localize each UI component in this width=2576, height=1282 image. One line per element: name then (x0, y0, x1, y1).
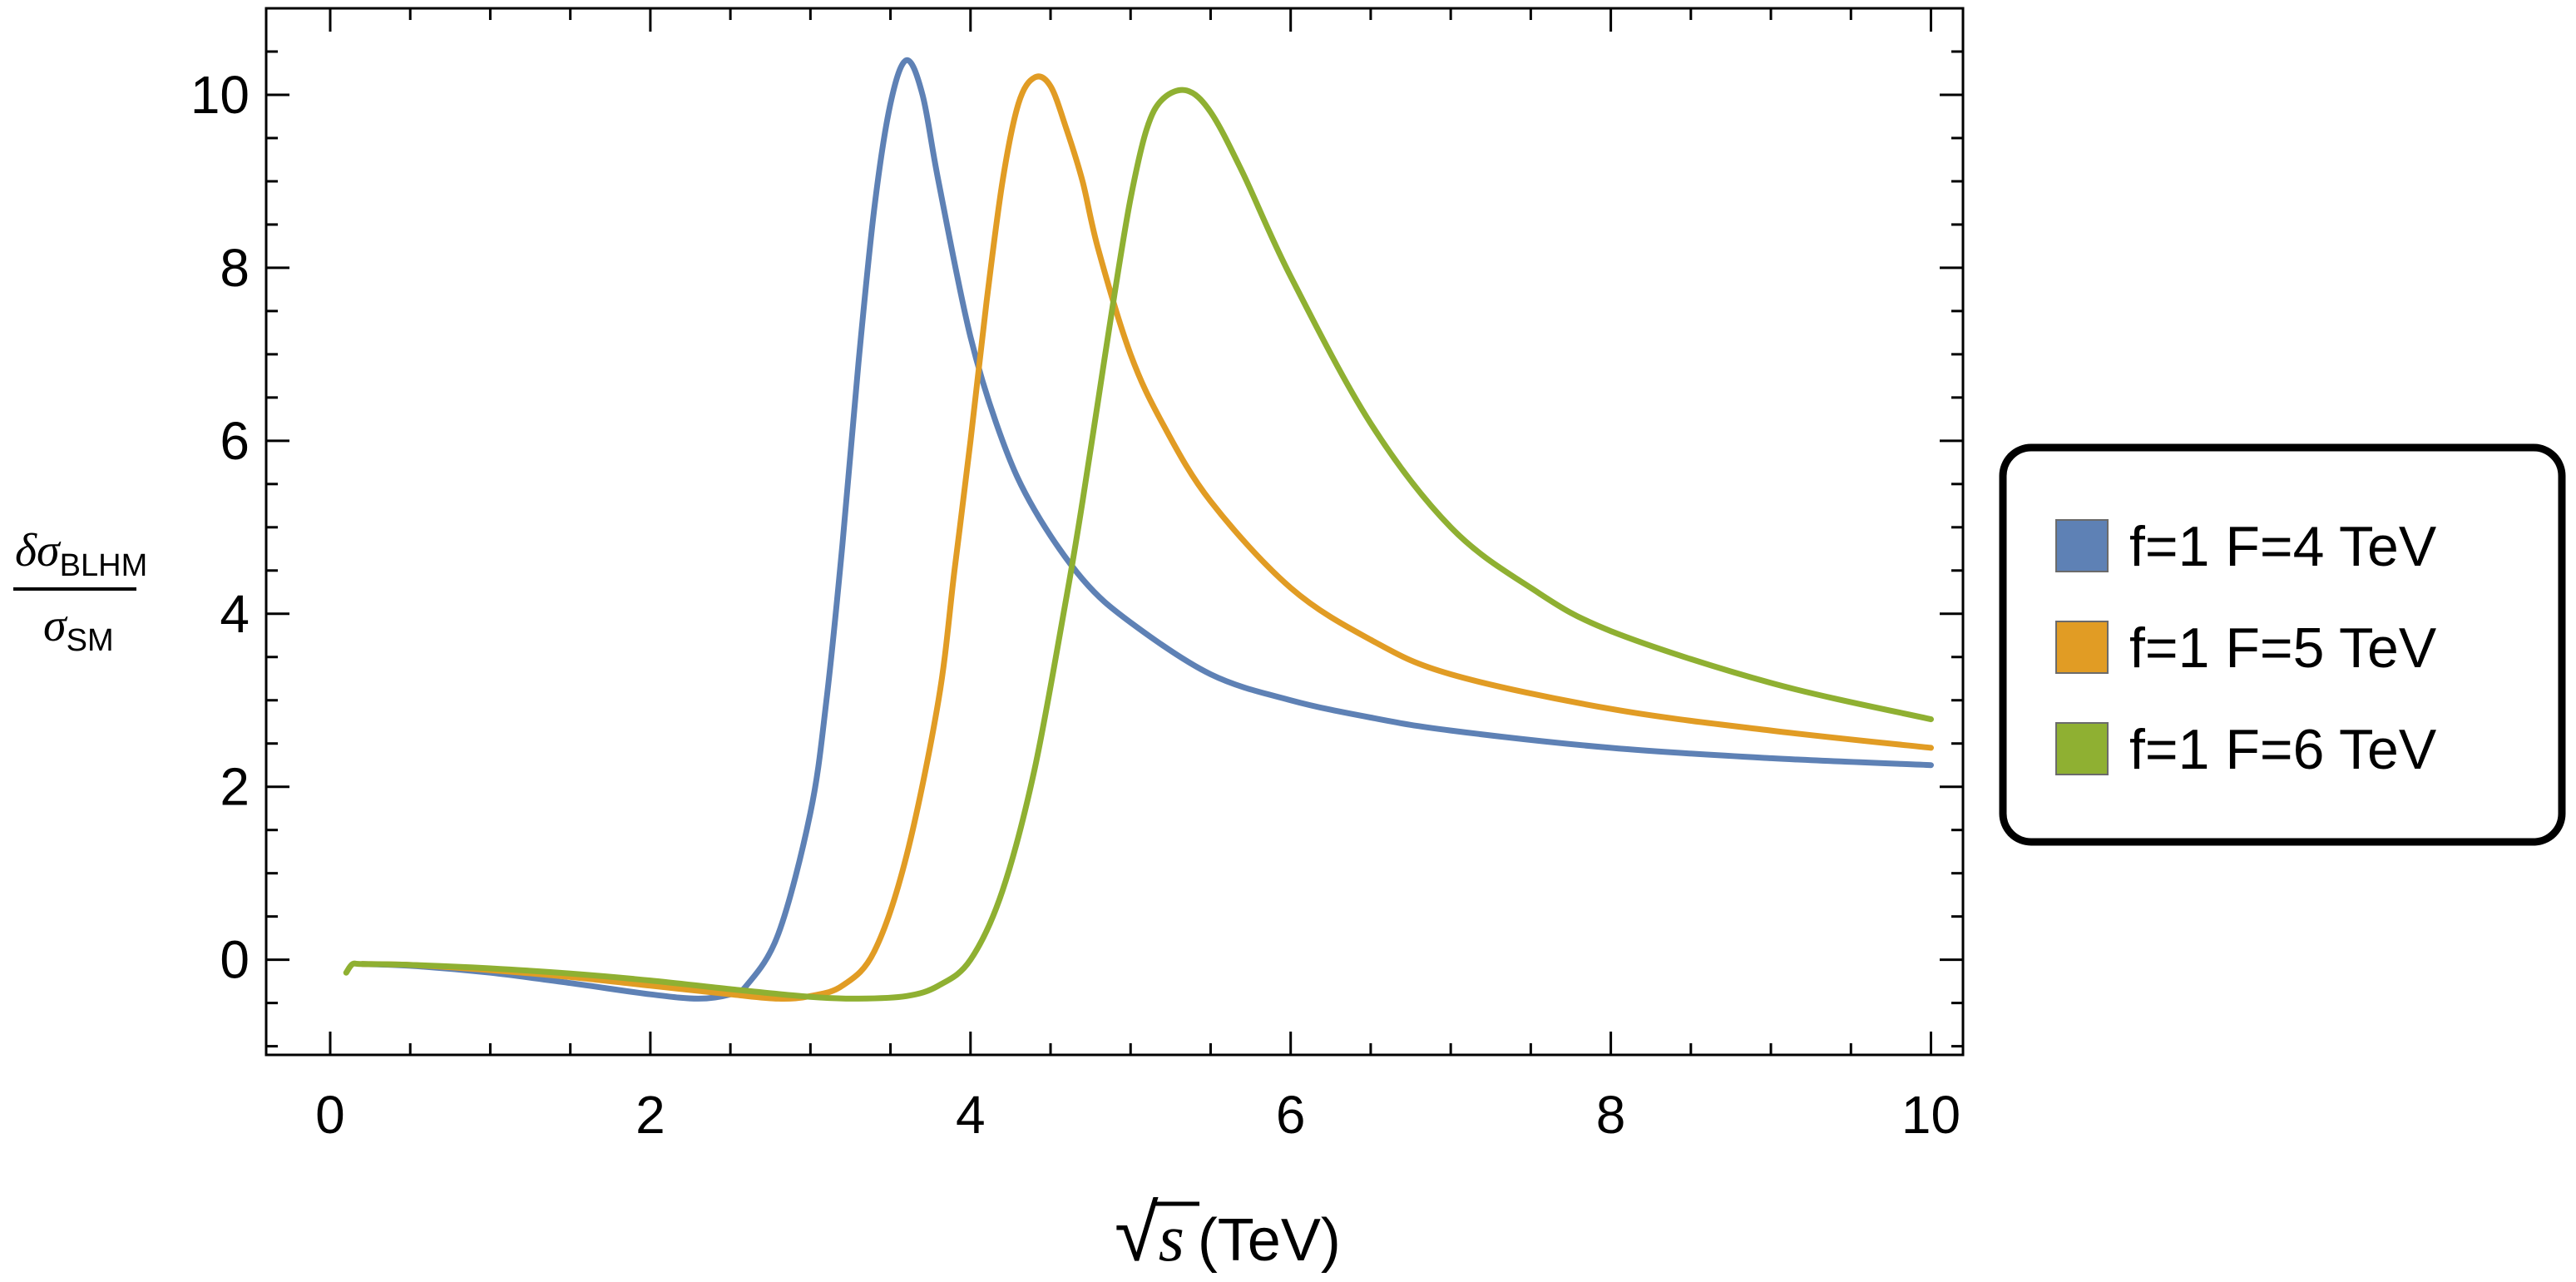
x-tick-label: 4 (956, 1085, 986, 1145)
x-tick-label: 2 (635, 1085, 665, 1145)
legend: f=1 F=4 TeV f=1 F=5 TeV f=1 F=6 TeV (1999, 443, 2566, 846)
x-tick-label: 0 (315, 1085, 345, 1145)
y-tick-label: 6 (220, 411, 250, 471)
x-tick-label: 8 (1596, 1085, 1626, 1145)
legend-swatch-2 (2055, 621, 2109, 674)
legend-swatch-3 (2055, 722, 2109, 775)
x-label-variable: s (1159, 1202, 1184, 1275)
legend-label-3: f=1 F=6 TeV (2129, 718, 2437, 781)
y-tick-label: 0 (220, 930, 250, 990)
ticks (266, 8, 1963, 1055)
legend-swatch-1 (2055, 519, 2109, 572)
series-line-1 (359, 57, 1934, 1002)
y-tick-label: 10 (190, 65, 250, 125)
legend-items: f=1 F=4 TeV f=1 F=5 TeV f=1 F=6 TeV (2055, 515, 2437, 781)
x-label-radical: √ (1115, 1189, 1159, 1278)
y-label-sigma-num: σ (37, 525, 62, 577)
legend-box (1999, 443, 2566, 846)
y-label-sub-den: SM (67, 623, 114, 658)
tick-labels: 0 2 4 6 8 10 0 2 4 6 8 10 (190, 65, 1960, 1145)
legend-label-1: f=1 F=4 TeV (2129, 515, 2437, 578)
y-label-numerator: δσBLHM (15, 525, 147, 583)
y-tick-label: 8 (220, 238, 250, 298)
x-axis-label: √s (TeV) (1115, 1189, 1341, 1278)
y-tick-label: 4 (220, 584, 250, 644)
y-label-sub-num: BLHM (60, 548, 148, 583)
x-tick-label: 6 (1276, 1085, 1306, 1145)
series-line-3 (343, 87, 1934, 1002)
x-tick-label: 10 (1901, 1085, 1960, 1145)
y-label-delta: δ (15, 525, 37, 577)
y-label-sigma-den: σ (43, 600, 68, 651)
y-tick-label: 2 (220, 757, 250, 817)
series-lines (343, 57, 1934, 1002)
series-line-2 (359, 73, 1934, 1002)
y-label-denominator: σSM (43, 600, 114, 658)
y-axis-label: δσBLHM σSM (13, 525, 147, 658)
x-label-unit: (TeV) (1198, 1207, 1341, 1274)
legend-label-2: f=1 F=5 TeV (2129, 616, 2437, 680)
plot-frame (265, 7, 1965, 1057)
